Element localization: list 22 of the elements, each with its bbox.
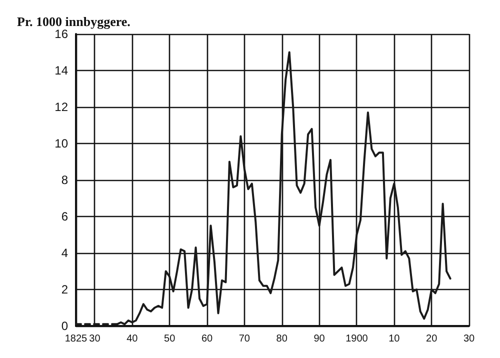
x-tick-label: 70 [238,334,250,344]
y-tick-label: 2 [61,282,68,296]
x-tick-label: 1825 [64,334,88,344]
x-tick-label: 50 [164,334,176,344]
x-tick-label: 40 [126,334,138,344]
y-tick-label: 14 [54,64,68,78]
x-tick-label: 20 [426,334,438,344]
x-tick-label: 80 [276,334,288,344]
y-tick-label: 0 [61,319,68,333]
y-tick-label: 10 [54,136,68,150]
x-tick-label: 1900 [346,334,368,344]
y-tick-label: 12 [54,100,68,114]
y-tick-label: 16 [54,27,68,41]
x-tick-label: 60 [201,334,213,344]
x-tick-label: 90 [314,334,326,344]
y-axis-title: Pr. 1000 innbyggere. [17,14,130,29]
x-tick-label: 10 [388,334,400,344]
x-tick-label: 30 [89,334,101,344]
x-tick-label: 30 [463,334,475,344]
y-tick-label: 6 [61,210,68,224]
y-tick-label: 8 [61,173,68,187]
y-tick-label: 4 [61,246,68,260]
